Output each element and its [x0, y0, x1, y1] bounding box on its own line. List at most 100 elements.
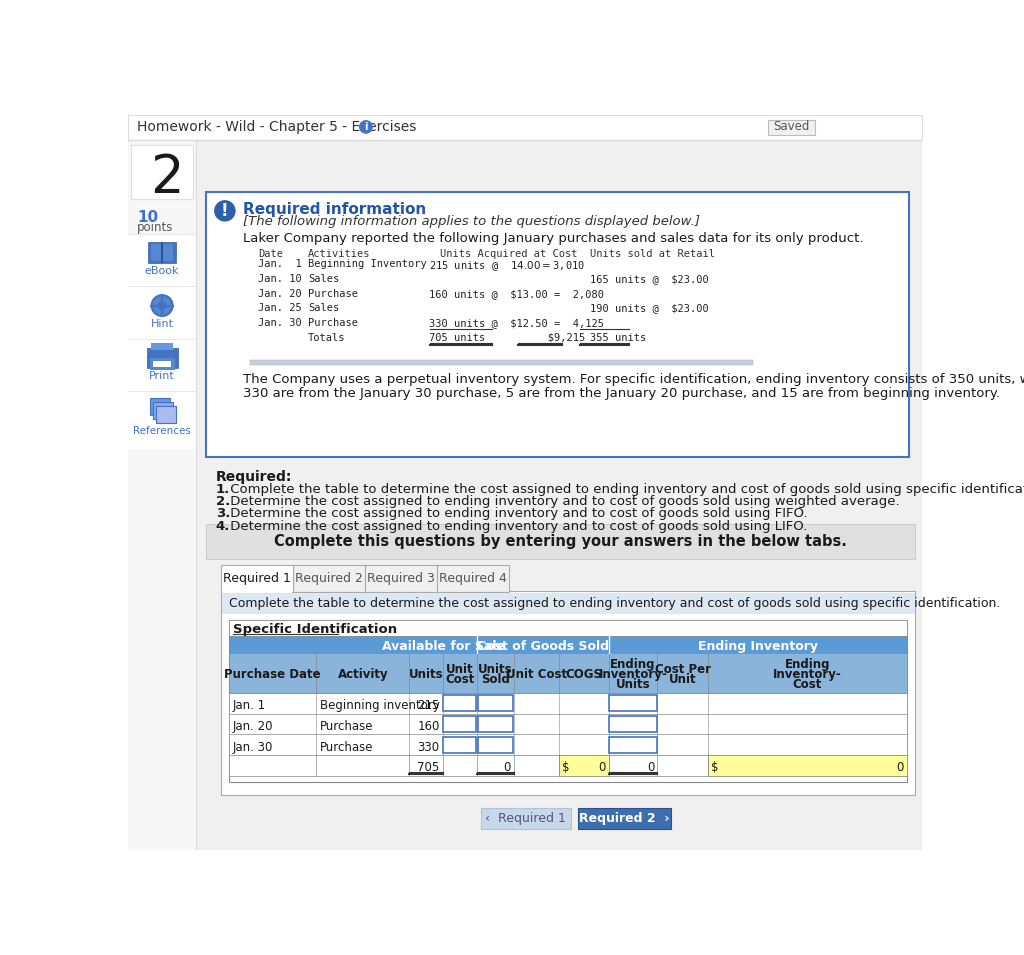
Bar [228, 636, 907, 653]
Text: Determine the cost assigned to ending inventory and to cost of goods sold using : Determine the cost assigned to ending in… [225, 520, 807, 533]
Text: $: $ [711, 760, 718, 774]
Bar [443, 716, 476, 732]
Text: Cost: Cost [793, 678, 822, 690]
Text: Determine the cost assigned to ending inventory and to cost of goods sold using : Determine the cost assigned to ending in… [225, 495, 899, 508]
Circle shape [359, 120, 372, 133]
Bar [206, 524, 915, 559]
Bar [152, 244, 173, 261]
Bar [443, 695, 476, 711]
Bar [131, 145, 194, 200]
Text: Purchase: Purchase [308, 318, 357, 328]
Text: Ending Inventory: Ending Inventory [697, 640, 818, 652]
Text: 330: 330 [418, 741, 439, 753]
Bar [153, 402, 173, 418]
Text: 4.: 4. [216, 520, 230, 533]
Circle shape [159, 302, 166, 309]
Bar [251, 247, 753, 362]
Text: Saved: Saved [773, 120, 810, 134]
Bar [228, 734, 907, 755]
Bar [128, 140, 197, 850]
Bar [477, 695, 513, 711]
Text: Units: Units [478, 663, 513, 676]
Bar [128, 115, 922, 140]
Text: 2: 2 [150, 152, 183, 203]
Text: 705: 705 [418, 760, 439, 774]
Bar [228, 621, 907, 782]
Bar [161, 242, 163, 264]
Text: Activities: Activities [308, 248, 371, 259]
Text: Activity: Activity [338, 668, 388, 681]
Bar [609, 716, 656, 732]
Text: References: References [133, 427, 191, 436]
Text: Jan. 20: Jan. 20 [258, 288, 302, 299]
Bar [768, 120, 815, 135]
Text: Complete the table to determine the cost assigned to ending inventory and cost o: Complete the table to determine the cost… [225, 482, 1024, 496]
Bar [150, 398, 170, 414]
Text: 330 are from the January 30 purchase, 5 are from the January 20 purchase, and 15: 330 are from the January 30 purchase, 5 … [243, 387, 999, 400]
Bar [609, 695, 656, 711]
Text: Jan. 10: Jan. 10 [258, 274, 302, 284]
Text: 215: 215 [417, 699, 439, 712]
Bar [293, 565, 366, 592]
Text: Sales: Sales [308, 304, 339, 313]
Bar [228, 713, 907, 734]
Text: Complete the table to determine the cost assigned to ending inventory and cost o: Complete the table to determine the cost… [228, 597, 1000, 610]
Bar [128, 286, 197, 339]
Text: Units sold at Retail: Units sold at Retail [590, 248, 715, 259]
Text: Specific Identification: Specific Identification [233, 623, 397, 636]
Circle shape [154, 297, 171, 314]
Text: Jan. 1: Jan. 1 [232, 699, 266, 712]
Text: 10: 10 [137, 210, 159, 225]
Text: [The following information applies to the questions displayed below.]: [The following information applies to th… [243, 216, 699, 228]
Bar [609, 736, 656, 753]
Bar [128, 391, 197, 449]
Text: 190 units @  $23.00: 190 units @ $23.00 [590, 304, 709, 313]
Text: Determine the cost assigned to ending inventory and to cost of goods sold using : Determine the cost assigned to ending in… [225, 507, 807, 520]
Text: Required 4: Required 4 [439, 572, 507, 585]
Text: Jan. 25: Jan. 25 [258, 304, 302, 313]
Bar [146, 348, 177, 368]
Text: Purchase Date: Purchase Date [224, 668, 321, 681]
Text: Date: Date [258, 248, 284, 259]
Bar [477, 716, 513, 732]
Text: 330 units @  $12.50 =  4,125: 330 units @ $12.50 = 4,125 [429, 318, 604, 328]
Text: i: i [365, 122, 368, 132]
Circle shape [215, 201, 234, 221]
Bar [251, 360, 753, 365]
Bar [228, 755, 907, 776]
Text: Units: Units [409, 668, 443, 681]
Text: Required 2  ›: Required 2 › [579, 812, 670, 825]
Text: Cost of Goods Sold: Cost of Goods Sold [476, 640, 608, 652]
Text: Complete this questions by entering your answers in the below tabs.: Complete this questions by entering your… [274, 534, 847, 549]
Bar [221, 591, 915, 796]
Text: Cost Per: Cost Per [654, 663, 711, 676]
Text: 355 units: 355 units [590, 332, 646, 343]
Bar [206, 192, 909, 457]
Text: 705 units          $9,215: 705 units $9,215 [429, 332, 585, 343]
Text: Beginning inventory: Beginning inventory [321, 699, 440, 712]
Text: Units Acquired at Cost: Units Acquired at Cost [439, 248, 578, 259]
Text: 0: 0 [598, 760, 605, 774]
Text: 165 units @  $23.00: 165 units @ $23.00 [590, 274, 709, 284]
Text: Sold: Sold [481, 673, 510, 686]
Text: Laker Company reported the following January purchases and sales data for its on: Laker Company reported the following Jan… [243, 232, 863, 245]
Text: Ending: Ending [784, 658, 830, 670]
Text: Required 3: Required 3 [367, 572, 435, 585]
Bar [128, 339, 197, 391]
Text: eBook: eBook [144, 265, 179, 276]
Text: Required:: Required: [216, 471, 292, 484]
Bar [708, 755, 907, 776]
Text: 160 units @  $13.00 =  2,080: 160 units @ $13.00 = 2,080 [429, 288, 604, 299]
Text: Required information: Required information [243, 202, 426, 217]
Text: Print: Print [150, 371, 175, 381]
Text: Hint: Hint [151, 319, 174, 329]
Bar [228, 653, 907, 693]
Text: Cost: Cost [445, 673, 474, 686]
Text: COGS: COGS [565, 668, 602, 681]
Text: Required 2: Required 2 [295, 572, 362, 585]
Text: Unit: Unit [445, 663, 473, 676]
Text: $: $ [562, 760, 569, 774]
Bar [578, 808, 671, 829]
Bar [222, 593, 914, 614]
Text: Beginning Inventory: Beginning Inventory [308, 260, 427, 269]
